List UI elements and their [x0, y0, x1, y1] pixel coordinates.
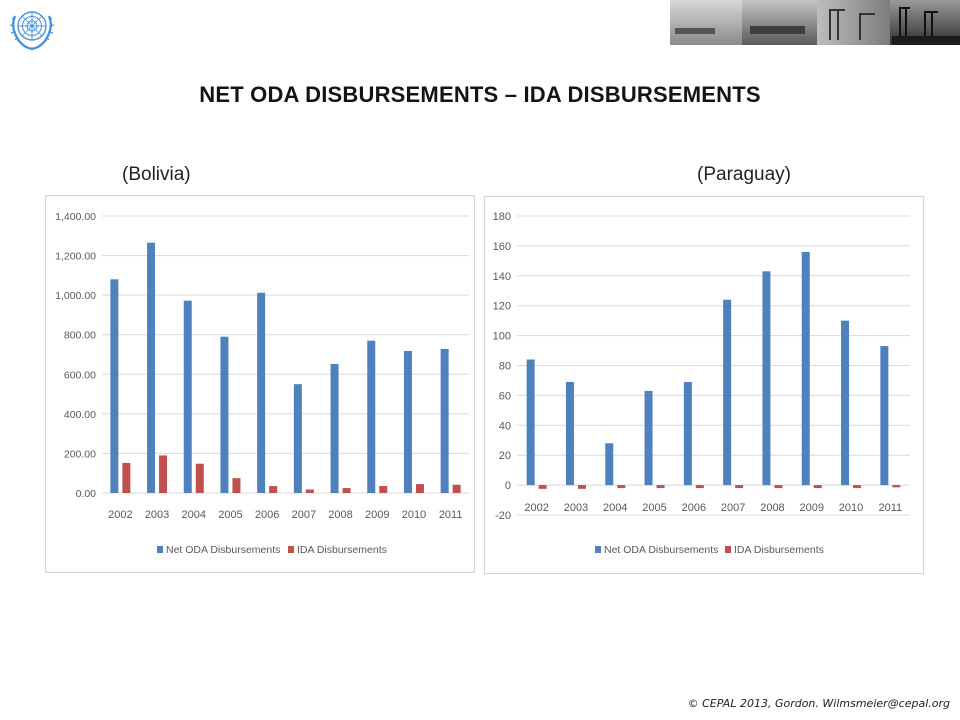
legend-label: IDA Disbursements — [297, 544, 387, 556]
x-category-label: 2005 — [218, 509, 242, 521]
x-category-label: 2003 — [145, 509, 169, 521]
net-oda-bar-2004 — [183, 300, 192, 493]
ida-bar-2004 — [195, 463, 204, 493]
x-category-label: 2004 — [182, 509, 206, 521]
ida-bar-2007 — [735, 485, 744, 489]
legend-swatch-net-oda — [157, 546, 163, 553]
y-tick-label: 600.00 — [64, 369, 96, 381]
y-tick-label: 140 — [493, 271, 511, 283]
y-tick-label: -20 — [495, 510, 511, 522]
x-category-label: 2010 — [402, 509, 426, 521]
copyright-footer: © CEPAL 2013, Gordon. Wilmsmeier@cepal.o… — [687, 697, 950, 710]
x-category-label: 2004 — [603, 502, 627, 514]
x-category-label: 2011 — [439, 509, 463, 521]
ida-bar-2006 — [695, 485, 704, 489]
y-tick-label: 0.00 — [76, 488, 97, 500]
y-tick-label: 0 — [505, 480, 511, 492]
legend-label: Net ODA Disbursements — [166, 544, 280, 556]
x-category-label: 2005 — [642, 502, 666, 514]
x-category-label: 2006 — [255, 509, 279, 521]
net-oda-bar-2008 — [762, 271, 771, 486]
y-tick-label: 100 — [493, 331, 511, 343]
net-oda-bar-2005 — [644, 390, 653, 486]
y-tick-label: 80 — [499, 361, 511, 373]
legend-label: Net ODA Disbursements — [604, 544, 718, 556]
net-oda-bar-2003 — [147, 242, 156, 493]
x-category-label: 2002 — [108, 509, 132, 521]
slide-title: NET ODA DISBURSEMENTS – IDA DISBURSEMENT… — [199, 82, 761, 107]
ida-bar-2002 — [122, 462, 131, 493]
y-tick-label: 120 — [493, 301, 511, 313]
legend-swatch-ida — [725, 546, 731, 553]
ida-bar-2004 — [617, 485, 626, 489]
x-category-label: 2008 — [328, 509, 352, 521]
x-category-label: 2002 — [524, 502, 548, 514]
paraguay-bar-chart: -20 0 20 40 60 80 100 120 140 160 180 2002 2003 2004 2… — [493, 211, 910, 556]
ida-bar-2009 — [813, 485, 822, 489]
y-tick-label: 800.00 — [64, 330, 96, 342]
ida-bar-2007 — [305, 489, 314, 493]
net-oda-bar-2005 — [220, 336, 229, 493]
net-oda-bar-2006 — [683, 381, 692, 486]
ida-bar-2011 — [452, 484, 461, 493]
net-oda-bar-2011 — [440, 348, 449, 493]
legend-swatch-net-oda — [595, 546, 601, 553]
net-oda-bar-2011 — [880, 346, 889, 486]
x-category-label: 2006 — [682, 502, 706, 514]
net-oda-bar-2010 — [841, 320, 850, 486]
net-oda-bar-2007 — [293, 384, 302, 493]
y-tick-label: 1,400.00 — [55, 211, 96, 223]
net-oda-bar-2010 — [403, 350, 412, 493]
y-tick-label: 400.00 — [64, 409, 96, 421]
paraguay-chart-panel: -20 0 20 40 60 80 100 120 140 160 180 2002 2003 2004 2… — [484, 196, 924, 574]
net-oda-bar-2006 — [257, 292, 266, 493]
y-tick-label: 180 — [493, 211, 511, 223]
y-tick-label: 200.00 — [64, 448, 96, 460]
ida-bar-2003 — [577, 485, 586, 489]
net-oda-bar-2004 — [605, 443, 614, 486]
bolivia-chart-subtitle: (Bolivia) — [122, 164, 191, 185]
y-tick-label: 1,200.00 — [55, 251, 96, 263]
y-tick-label: 1,000.00 — [55, 290, 96, 302]
paraguay-chart-subtitle: (Paraguay) — [697, 164, 791, 185]
ida-bar-2003 — [159, 455, 168, 493]
ida-bar-2010 — [853, 485, 862, 489]
legend-swatch-ida — [288, 546, 294, 553]
ida-bar-2008 — [774, 485, 783, 489]
y-tick-label: 20 — [499, 450, 511, 462]
net-oda-bar-2008 — [330, 363, 339, 493]
net-oda-bar-2002 — [110, 279, 119, 493]
bolivia-bar-chart: 0.00 200.00 400.00 600.00 800.00 1,000.00 1,20… — [55, 211, 469, 556]
bolivia-chart-panel: 0.00 200.00 400.00 600.00 800.00 1,000.00 1,20… — [45, 195, 475, 573]
y-tick-label: 160 — [493, 241, 511, 253]
un-emblem-icon — [9, 11, 55, 51]
y-tick-label: 60 — [499, 390, 511, 402]
y-tick-label: 40 — [499, 420, 511, 432]
net-oda-bar-2007 — [723, 299, 732, 486]
net-oda-bar-2003 — [565, 381, 574, 486]
ida-bar-2010 — [415, 484, 424, 493]
net-oda-bar-2009 — [801, 251, 810, 486]
x-category-label: 2011 — [879, 502, 903, 514]
x-category-label: 2009 — [800, 502, 824, 514]
x-category-label: 2009 — [365, 509, 389, 521]
ida-bar-2006 — [269, 486, 278, 493]
net-oda-bar-2009 — [367, 340, 376, 493]
ida-bar-2002 — [538, 485, 547, 489]
port-cranes-photo-strip — [670, 0, 960, 45]
x-category-label: 2007 — [292, 509, 316, 521]
x-category-label: 2010 — [839, 502, 863, 514]
ida-bar-2005 — [232, 478, 241, 493]
x-category-label: 2003 — [564, 502, 588, 514]
ida-bar-2009 — [379, 486, 388, 493]
ida-bar-2011 — [892, 485, 901, 488]
x-category-label: 2007 — [721, 502, 745, 514]
ida-bar-2005 — [656, 485, 665, 489]
ida-bar-2008 — [342, 488, 351, 493]
x-category-label: 2008 — [760, 502, 784, 514]
legend-label: IDA Disbursements — [734, 544, 824, 556]
net-oda-bar-2002 — [526, 359, 535, 486]
